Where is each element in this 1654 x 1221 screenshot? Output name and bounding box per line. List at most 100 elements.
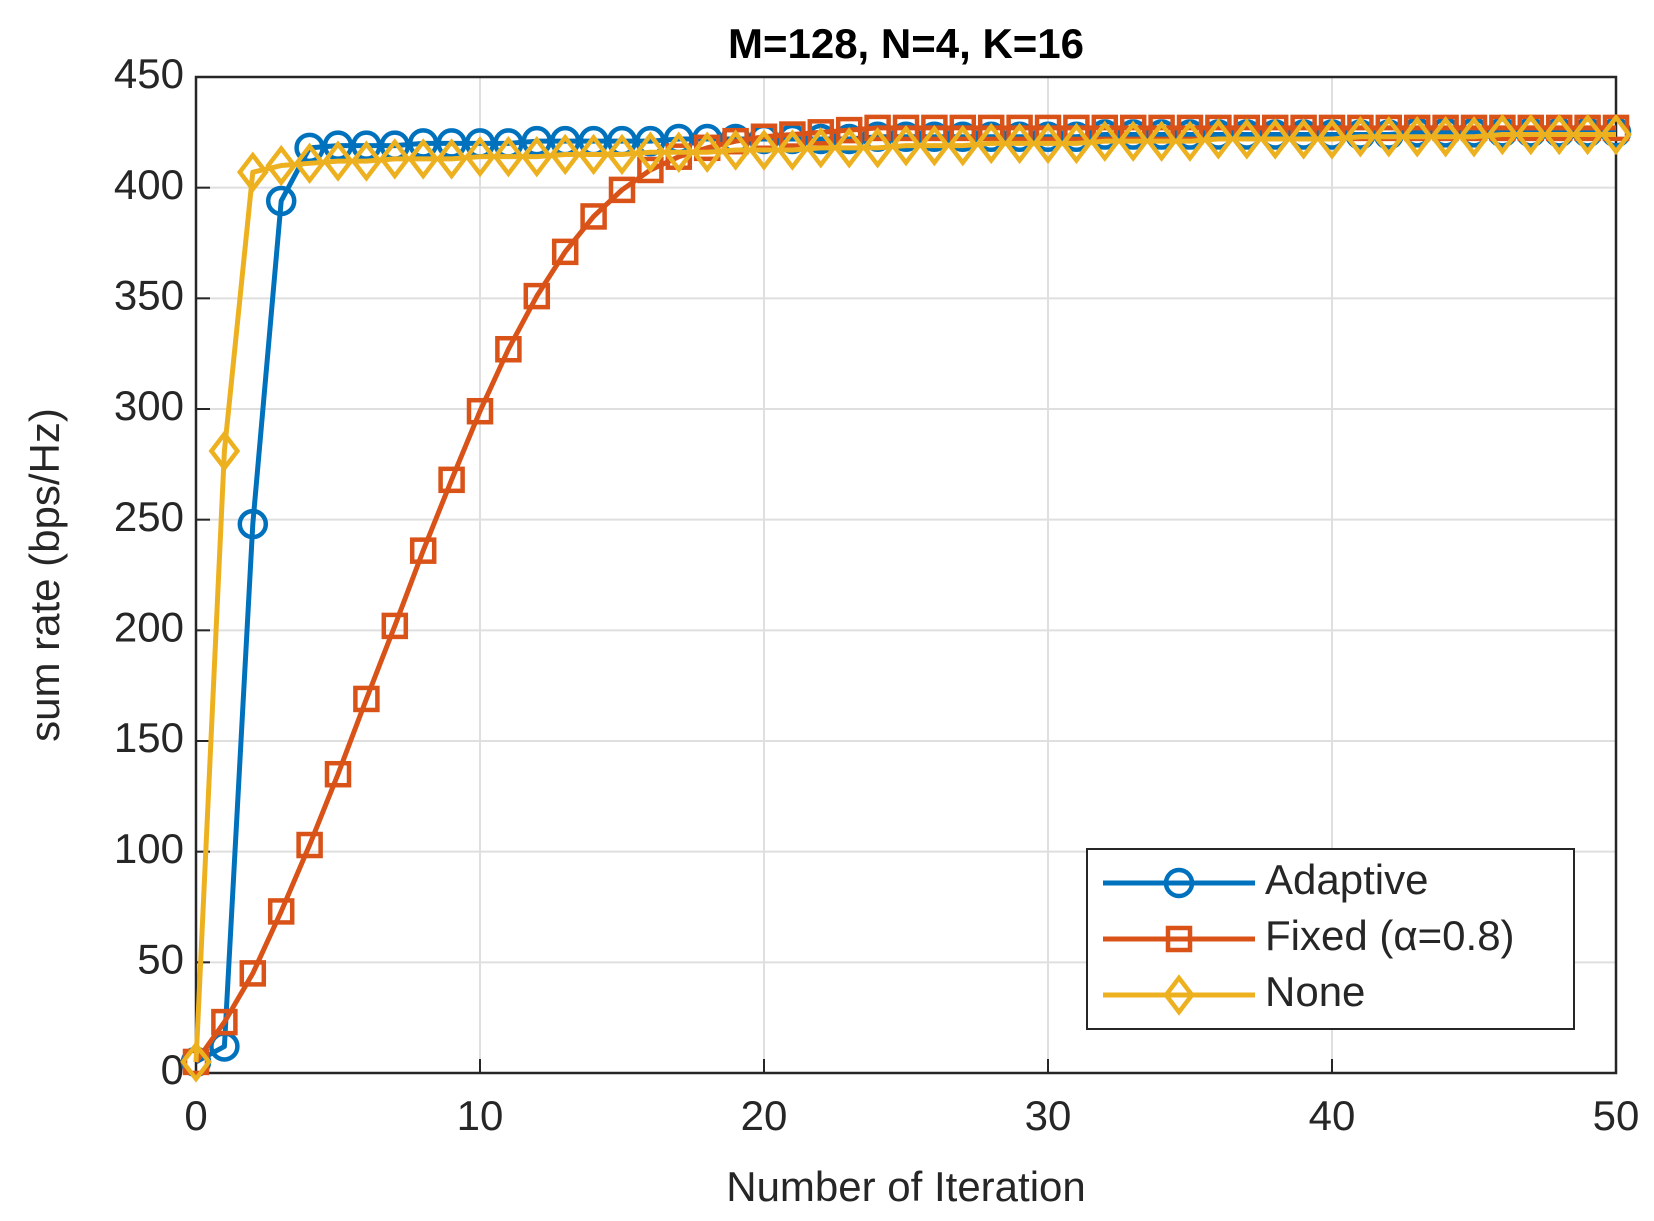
y-tick-label: 200 [114,603,184,650]
series-line [193,132,1616,1063]
marker [662,131,695,173]
marker [409,537,437,564]
marker [1174,120,1206,162]
marker [1063,114,1090,142]
legend-label: None [1265,968,1365,1015]
marker [551,238,579,266]
marker [1117,120,1150,162]
marker [1316,118,1348,160]
marker [1486,113,1519,156]
marker [1344,116,1377,158]
marker [353,685,380,713]
y-tick-label: 250 [114,493,184,540]
marker [776,129,809,171]
marker [1088,120,1121,162]
marker [577,133,610,176]
marker [804,127,837,169]
marker [864,114,891,142]
legend-label: Fixed (α=0.8) [1265,912,1515,959]
marker [1372,116,1405,158]
marker [549,133,582,176]
marker [464,135,496,178]
marker [835,116,863,144]
marker [211,1008,238,1036]
marker [1145,120,1178,162]
marker [606,133,638,176]
marker [1571,113,1604,156]
x-tick-label: 0 [184,1092,207,1139]
marker [890,124,922,167]
marker [861,127,894,169]
marker [237,508,269,540]
marker [1287,118,1320,160]
marker [748,129,780,171]
x-tick-label: 20 [741,1092,788,1139]
marker [208,430,241,472]
marker [1259,118,1292,160]
marker [1458,116,1490,158]
marker [949,114,977,142]
marker [322,140,354,182]
y-tick-label: 150 [114,714,184,761]
marker [634,131,667,173]
marker [378,138,411,180]
marker [435,138,468,180]
marker [296,831,323,859]
legend-label: Adaptive [1265,856,1428,903]
marker [267,898,295,925]
marker [265,144,298,187]
marker [637,156,664,184]
marker [921,114,948,142]
marker [892,114,920,142]
marker [239,960,267,987]
marker [438,466,465,494]
marker [1003,122,1036,165]
marker [492,135,525,178]
marker [1429,116,1462,158]
marker [608,176,636,204]
marker [236,151,269,193]
y-tick-label: 0 [161,1046,184,1093]
x-tick-label: 50 [1593,1092,1640,1139]
marker [580,203,607,230]
marker [466,397,494,425]
marker [1543,113,1576,156]
marker [520,135,553,178]
chart-title: M=128, N=4, K=16 [728,20,1084,67]
marker [977,114,1005,142]
marker [350,140,383,182]
marker [1202,118,1235,160]
marker [1034,114,1062,142]
x-tick-label: 30 [1025,1092,1072,1139]
marker [407,138,440,180]
y-tick-label: 400 [114,161,184,208]
marker [1032,122,1064,165]
x-tick-label: 10 [457,1092,504,1139]
y-tick-label: 50 [137,935,184,982]
marker [1163,974,1195,1016]
marker [1230,118,1263,160]
x-axis-label: Number of Iteration [726,1163,1086,1210]
marker [381,612,409,640]
marker [975,122,1008,165]
marker [324,760,352,788]
marker [719,129,752,171]
marker [180,1041,212,1083]
marker [265,185,297,217]
marker [1006,114,1033,142]
marker [495,335,522,363]
marker [1165,925,1193,953]
marker [779,121,806,148]
marker [1401,116,1434,158]
marker [1514,113,1547,156]
marker [918,124,951,167]
marker [946,124,979,167]
marker [833,127,866,169]
marker [1600,113,1632,156]
y-tick-label: 450 [114,50,184,97]
x-tick-label: 40 [1309,1092,1356,1139]
y-tick-label: 300 [114,382,184,429]
marker [691,131,724,173]
marker [523,282,551,310]
